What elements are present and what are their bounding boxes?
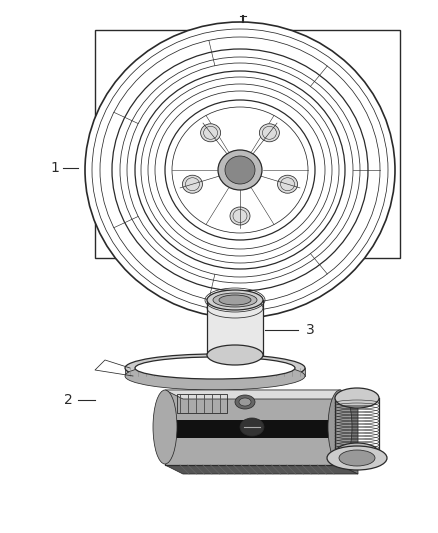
Ellipse shape: [125, 354, 305, 382]
Ellipse shape: [259, 124, 279, 142]
Ellipse shape: [327, 446, 387, 470]
Ellipse shape: [239, 398, 251, 406]
Ellipse shape: [240, 418, 264, 436]
Ellipse shape: [207, 290, 263, 310]
Ellipse shape: [278, 175, 297, 193]
Text: 3: 3: [306, 323, 314, 337]
Polygon shape: [165, 390, 340, 465]
Ellipse shape: [328, 390, 352, 464]
Ellipse shape: [125, 362, 305, 390]
Ellipse shape: [201, 124, 221, 142]
Ellipse shape: [213, 293, 257, 307]
Text: 2: 2: [64, 393, 72, 407]
Bar: [95, 30, 400, 258]
Ellipse shape: [335, 443, 379, 463]
Polygon shape: [165, 465, 358, 474]
Ellipse shape: [219, 295, 251, 305]
Ellipse shape: [218, 150, 262, 190]
Bar: [207, 300, 263, 355]
Ellipse shape: [207, 345, 263, 365]
Ellipse shape: [335, 388, 379, 408]
Polygon shape: [165, 420, 340, 438]
Ellipse shape: [85, 22, 395, 318]
Ellipse shape: [135, 357, 295, 379]
Ellipse shape: [339, 450, 375, 466]
Polygon shape: [165, 390, 358, 399]
Polygon shape: [340, 390, 358, 474]
Ellipse shape: [153, 390, 177, 464]
Ellipse shape: [135, 71, 345, 269]
Polygon shape: [125, 368, 305, 376]
Ellipse shape: [230, 207, 250, 225]
Text: 1: 1: [50, 161, 60, 175]
Ellipse shape: [235, 395, 255, 409]
Ellipse shape: [183, 175, 202, 193]
Ellipse shape: [165, 100, 315, 240]
Ellipse shape: [225, 156, 255, 184]
